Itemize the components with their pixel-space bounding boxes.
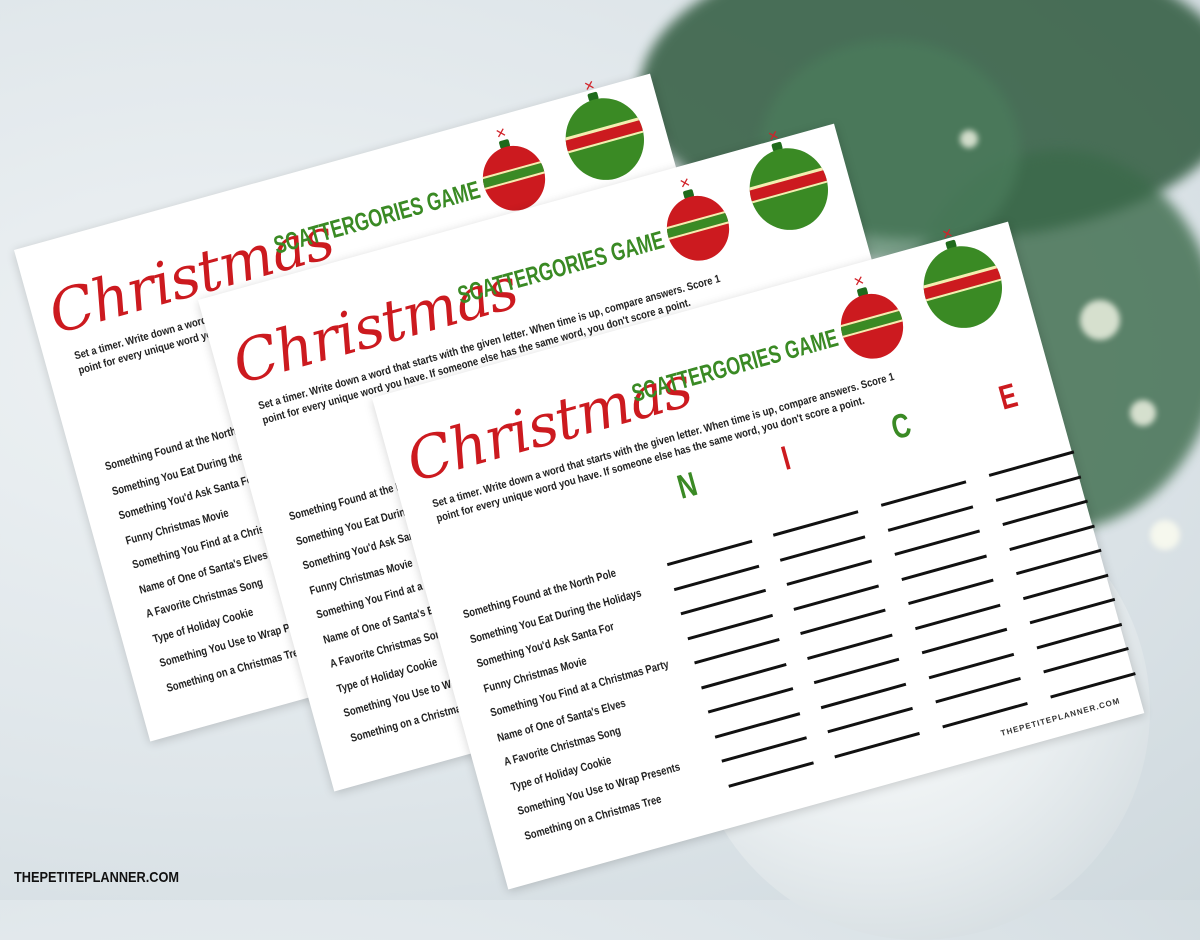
answer-line[interactable] <box>887 504 974 532</box>
column-letter: N <box>673 465 702 507</box>
answer-line[interactable] <box>988 450 1075 477</box>
answer-line[interactable] <box>908 578 994 606</box>
answer-line[interactable] <box>772 510 859 537</box>
answer-line[interactable] <box>786 559 873 586</box>
footer-brand: THEPETITEPLANNER.COM <box>14 869 180 886</box>
answer-line[interactable] <box>935 676 1021 704</box>
answer-line[interactable] <box>806 633 893 660</box>
answer-line[interactable] <box>1029 597 1116 625</box>
answer-line[interactable] <box>921 627 1008 655</box>
answer-line[interactable] <box>1050 671 1136 698</box>
answer-line[interactable] <box>813 657 900 685</box>
answer-line[interactable] <box>880 480 967 507</box>
answer-line[interactable] <box>1002 499 1088 526</box>
answer-line[interactable] <box>1036 622 1123 649</box>
answer-line[interactable] <box>834 731 920 758</box>
answer-line[interactable] <box>914 603 1001 630</box>
answer-line[interactable] <box>1009 524 1095 551</box>
answer-line[interactable] <box>928 652 1015 679</box>
column-letter: E <box>994 376 1022 418</box>
answer-line[interactable] <box>820 682 907 709</box>
answer-line[interactable] <box>1022 573 1109 600</box>
answer-line[interactable] <box>793 584 879 611</box>
column-letter: I <box>777 439 795 478</box>
answer-line[interactable] <box>901 554 987 581</box>
column-letter: C <box>887 405 916 448</box>
category-list: Something Found at the North Pole Somethi… <box>462 550 747 856</box>
answer-line[interactable] <box>779 534 866 562</box>
answer-line[interactable] <box>1043 647 1129 674</box>
answer-line[interactable] <box>995 475 1082 502</box>
answer-line[interactable] <box>827 706 913 734</box>
answer-line[interactable] <box>800 608 886 635</box>
answer-line[interactable] <box>1015 548 1102 576</box>
answer-line[interactable] <box>894 529 981 556</box>
